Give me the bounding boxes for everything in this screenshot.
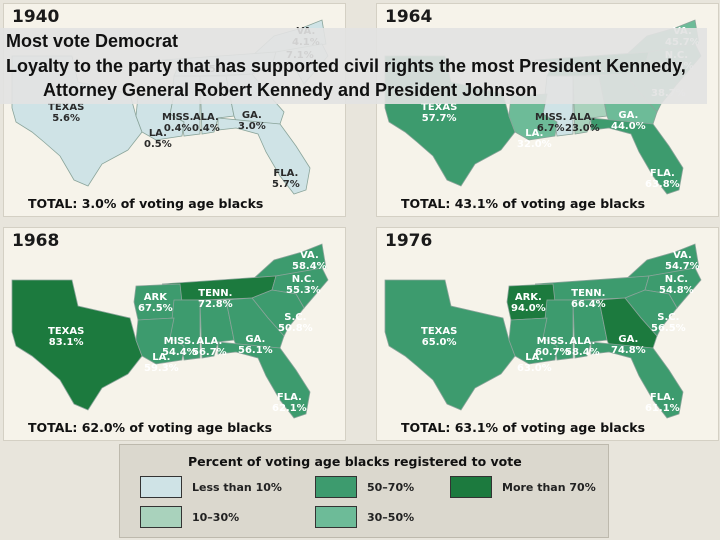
- map-total: TOTAL: 63.1% of voting age blacks: [401, 420, 646, 435]
- state-label-al: ALA. 56.7%: [192, 336, 227, 358]
- state-ga: [225, 297, 285, 351]
- state-label-al: ALA. 58.4%: [565, 336, 600, 358]
- map-year: 1964: [385, 7, 433, 27]
- legend-item: 50–70%: [315, 476, 414, 498]
- legend-title: Percent of voting age blacks registered …: [188, 454, 522, 469]
- state-label-tx: TEXAS 83.1%: [48, 326, 85, 348]
- state-label-ark: ARK. 94.0%: [511, 292, 546, 314]
- state-fl: [217, 341, 311, 419]
- legend-swatch: [315, 476, 357, 498]
- state-la: [508, 317, 558, 365]
- state-label-fl: FLA. 62.1%: [272, 392, 307, 414]
- map-svg: [11, 243, 329, 419]
- state-label-tenn: TENN. 72.8%: [198, 288, 233, 310]
- state-label-tx: TEXAS 57.7%: [421, 102, 458, 124]
- state-label-ms: MISS. 60.7%: [535, 336, 570, 358]
- state-ga: [598, 297, 658, 351]
- state-label-va: VA. 58.4%: [292, 250, 327, 272]
- state-label-la: LA. 0.5%: [144, 128, 172, 150]
- state-label-la: LA. 59.3%: [144, 352, 179, 374]
- legend-label: 10–30%: [192, 510, 240, 524]
- legend-label: 30–50%: [367, 510, 415, 524]
- state-label-ms: MISS. 0.4%: [162, 112, 194, 134]
- state-fl: [217, 117, 311, 195]
- state-label-ms: MISS. 6.7%: [535, 112, 567, 134]
- state-label-ga: GA. 56.1%: [238, 334, 273, 356]
- state-la: [135, 317, 185, 365]
- map-year: 1968: [12, 231, 60, 251]
- legend-swatch: [450, 476, 492, 498]
- legend-label: 50–70%: [367, 480, 415, 494]
- map-year: 1976: [385, 231, 433, 251]
- caption-overlay: [0, 28, 707, 104]
- legend-swatch: [315, 506, 357, 528]
- state-label-ga: GA. 44.0%: [611, 110, 646, 132]
- state-label-la: LA. 32.0%: [517, 128, 552, 150]
- legend-swatch: [140, 506, 182, 528]
- state-fl: [590, 341, 684, 419]
- map-total: TOTAL: 62.0% of voting age blacks: [28, 420, 273, 435]
- state-label-nc: N.C. 54.8%: [659, 274, 694, 296]
- map-total: TOTAL: 3.0% of voting age blacks: [28, 196, 264, 211]
- map-panel-1976: 1976 VA. 54.7% TENN. 66.4% N.C. 54.8% S.C. 56.5%…: [376, 227, 719, 441]
- legend-swatch: [140, 476, 182, 498]
- state-label-la: LA. 63.0%: [517, 352, 552, 374]
- state-label-tx: TEXAS 65.0%: [421, 326, 458, 348]
- state-label-ga: GA. 3.0%: [238, 110, 266, 132]
- state-tx: [384, 279, 516, 411]
- legend-item: 10–30%: [140, 506, 239, 528]
- state-tx: [11, 279, 143, 411]
- legend-label: More than 70%: [502, 480, 596, 494]
- map-total: TOTAL: 43.1% of voting age blacks: [401, 196, 646, 211]
- state-label-ms: MISS. 54.4%: [162, 336, 197, 358]
- map-panel-1968: 1968 VA. 58.4% TENN. 72.8% N.C. 55.3% S.C. 50.8%…: [3, 227, 346, 441]
- state-label-tenn: TENN. 66.4%: [571, 288, 606, 310]
- state-label-ark: ARK 67.5%: [138, 292, 173, 314]
- legend: Percent of voting age blacks registered …: [119, 444, 609, 538]
- state-label-fl: FLA. 61.1%: [645, 392, 680, 414]
- caption-body: Loyalty to the party that has supported …: [6, 56, 686, 100]
- map-svg: [384, 243, 702, 419]
- state-label-fl: FLA. 63.8%: [645, 168, 680, 190]
- state-label-va: VA. 54.7%: [665, 250, 700, 272]
- state-label-tx: TEXAS 5.6%: [48, 102, 85, 124]
- map-year: 1940: [12, 7, 60, 27]
- state-fl: [590, 117, 684, 195]
- state-label-ga: GA. 74.8%: [611, 334, 646, 356]
- state-label-nc: N.C. 55.3%: [286, 274, 321, 296]
- caption-title: Most vote Democrat: [6, 31, 179, 51]
- legend-item: Less than 10%: [140, 476, 282, 498]
- state-label-sc: S.C. 56.5%: [651, 312, 686, 334]
- legend-item: 30–50%: [315, 506, 414, 528]
- state-label-al: ALA. 0.4%: [192, 112, 220, 134]
- legend-label: Less than 10%: [192, 480, 282, 494]
- state-label-fl: FLA. 5.7%: [272, 168, 300, 190]
- state-label-sc: S.C. 50.8%: [278, 312, 313, 334]
- state-label-al: ALA. 23.0%: [565, 112, 600, 134]
- legend-item: More than 70%: [450, 476, 596, 498]
